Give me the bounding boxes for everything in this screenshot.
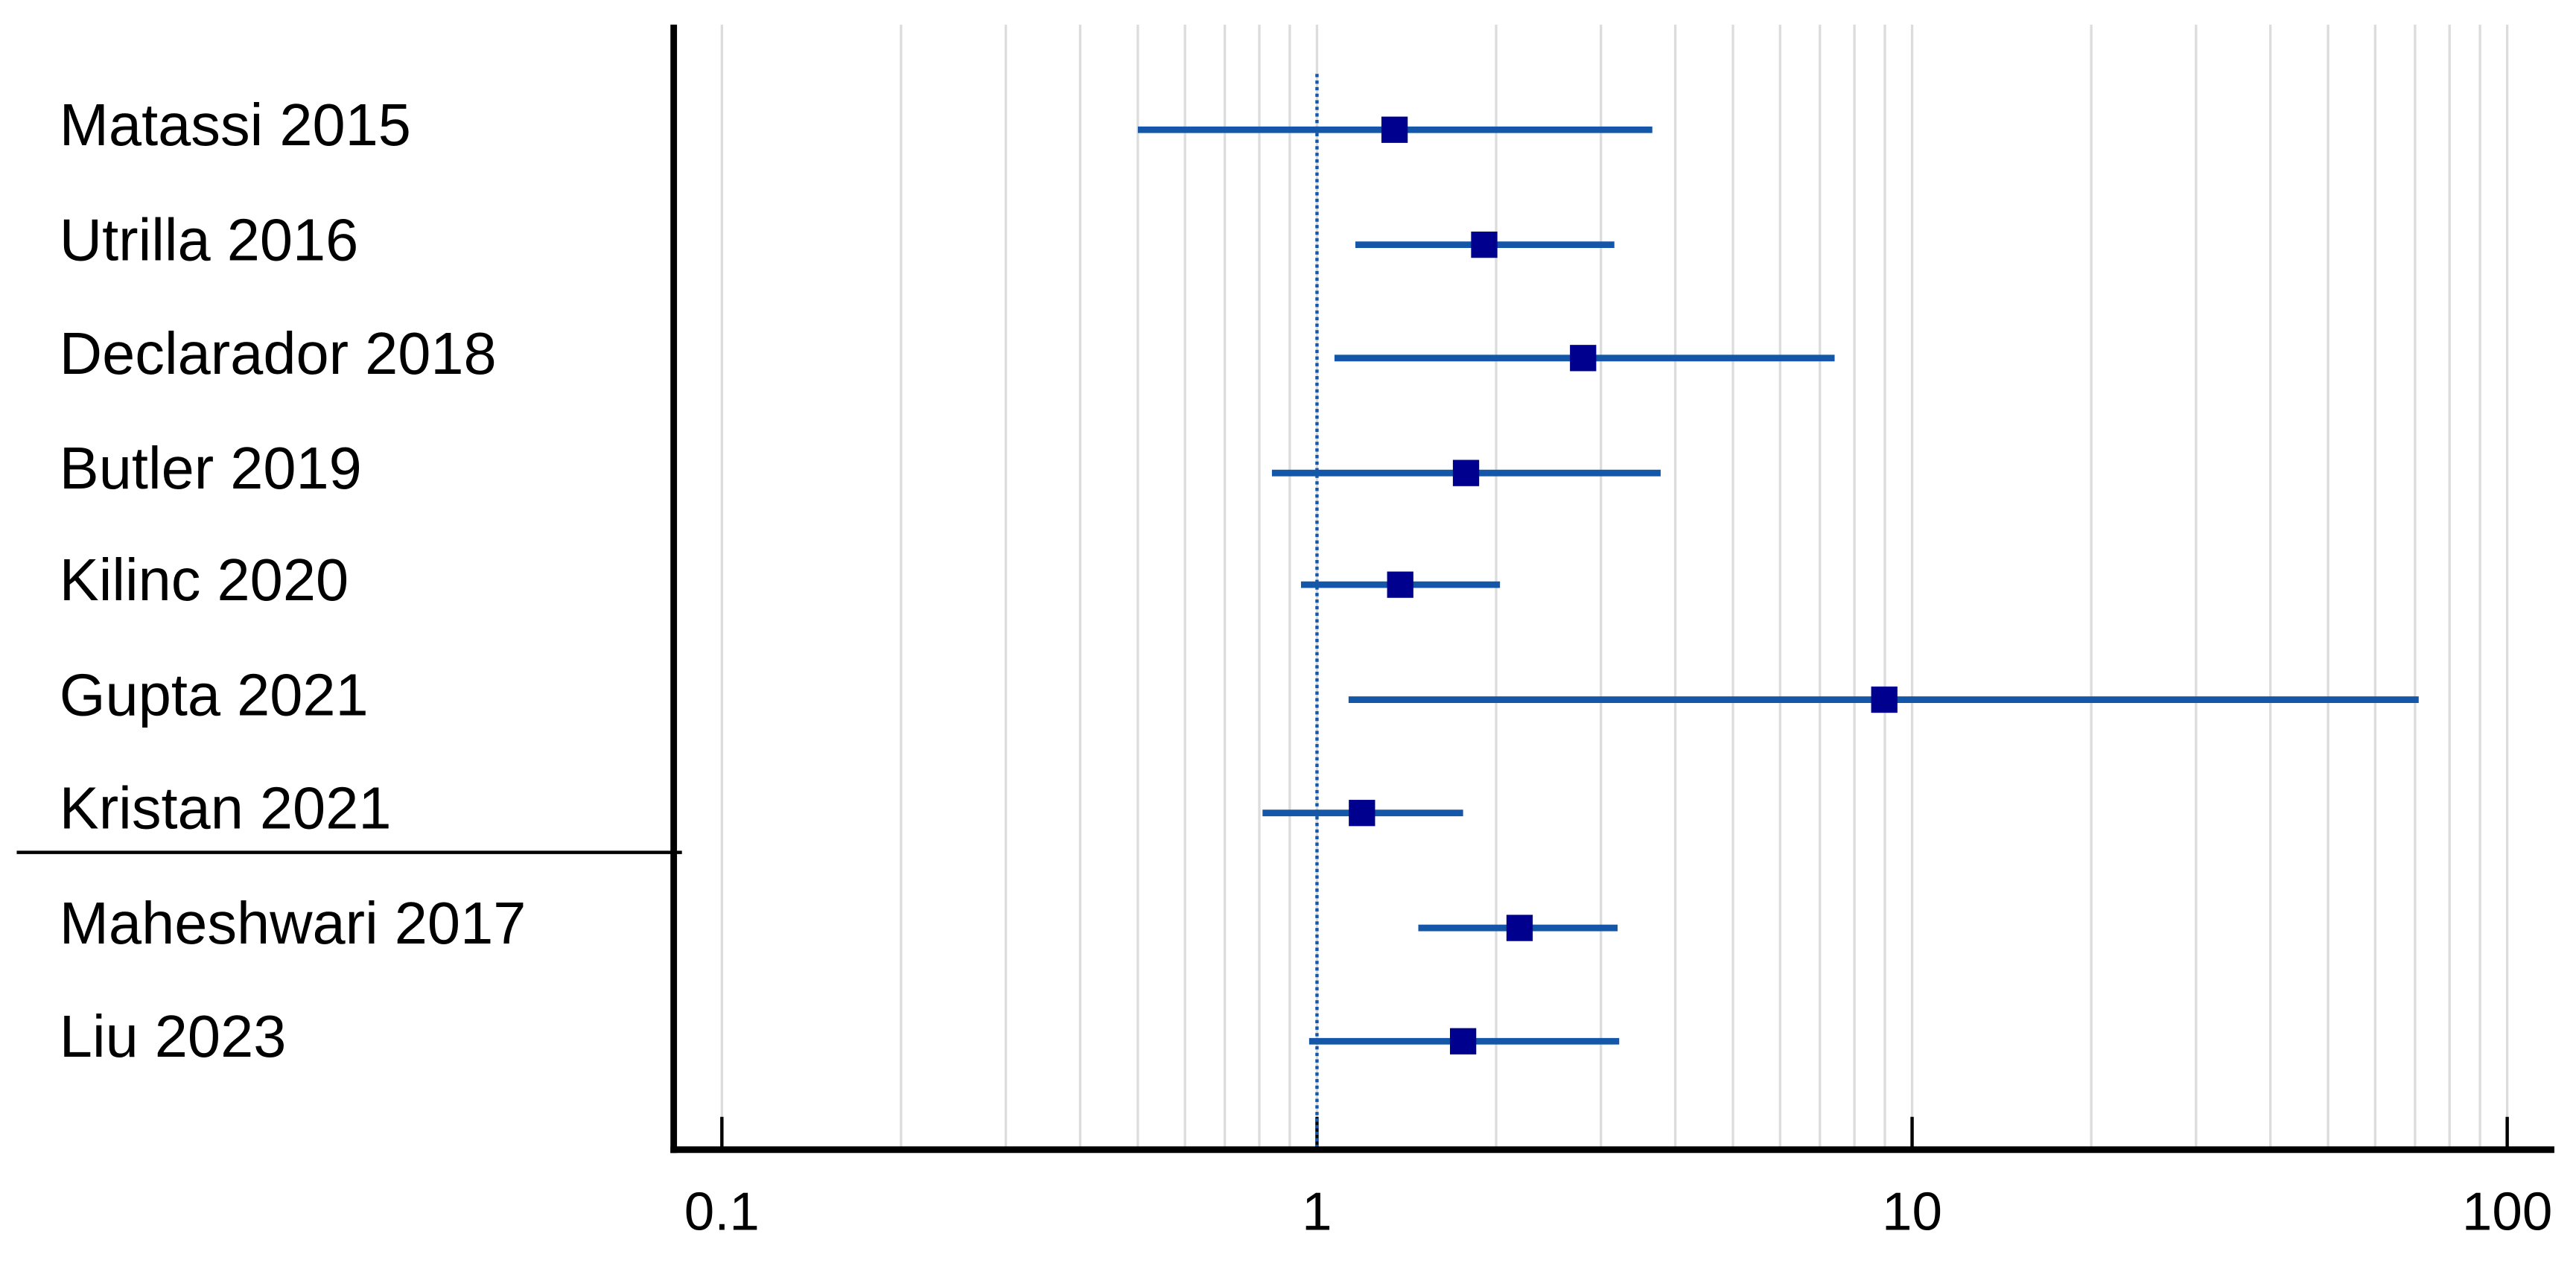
study-label: Liu 2023 (60, 1003, 287, 1069)
study-label: Declarador 2018 (60, 320, 497, 386)
study-label: Butler 2019 (60, 435, 362, 501)
point-estimate (1471, 231, 1498, 258)
point-estimate (1452, 459, 1480, 486)
study-label: Utrilla 2016 (60, 207, 359, 273)
point-estimate (1506, 914, 1533, 941)
point-estimate (1381, 116, 1408, 143)
x-tick-label: 0.1 (684, 1181, 760, 1241)
study-label: Gupta 2021 (60, 661, 369, 728)
study-label: Maheshwari 2017 (60, 890, 527, 956)
point-estimate (1387, 571, 1413, 598)
x-tick-label: 100 (2462, 1181, 2552, 1241)
point-estimate (1570, 345, 1597, 372)
point-estimate (1449, 1028, 1477, 1054)
study-label: Kristan 2021 (60, 775, 392, 842)
x-tick-label: 1 (1302, 1181, 1332, 1241)
point-estimate (1349, 800, 1376, 827)
x-tick-label: 10 (1882, 1181, 1942, 1241)
study-label: Matassi 2015 (60, 92, 411, 158)
study-label: Kilinc 2020 (60, 547, 349, 613)
point-estimate (1871, 686, 1898, 713)
